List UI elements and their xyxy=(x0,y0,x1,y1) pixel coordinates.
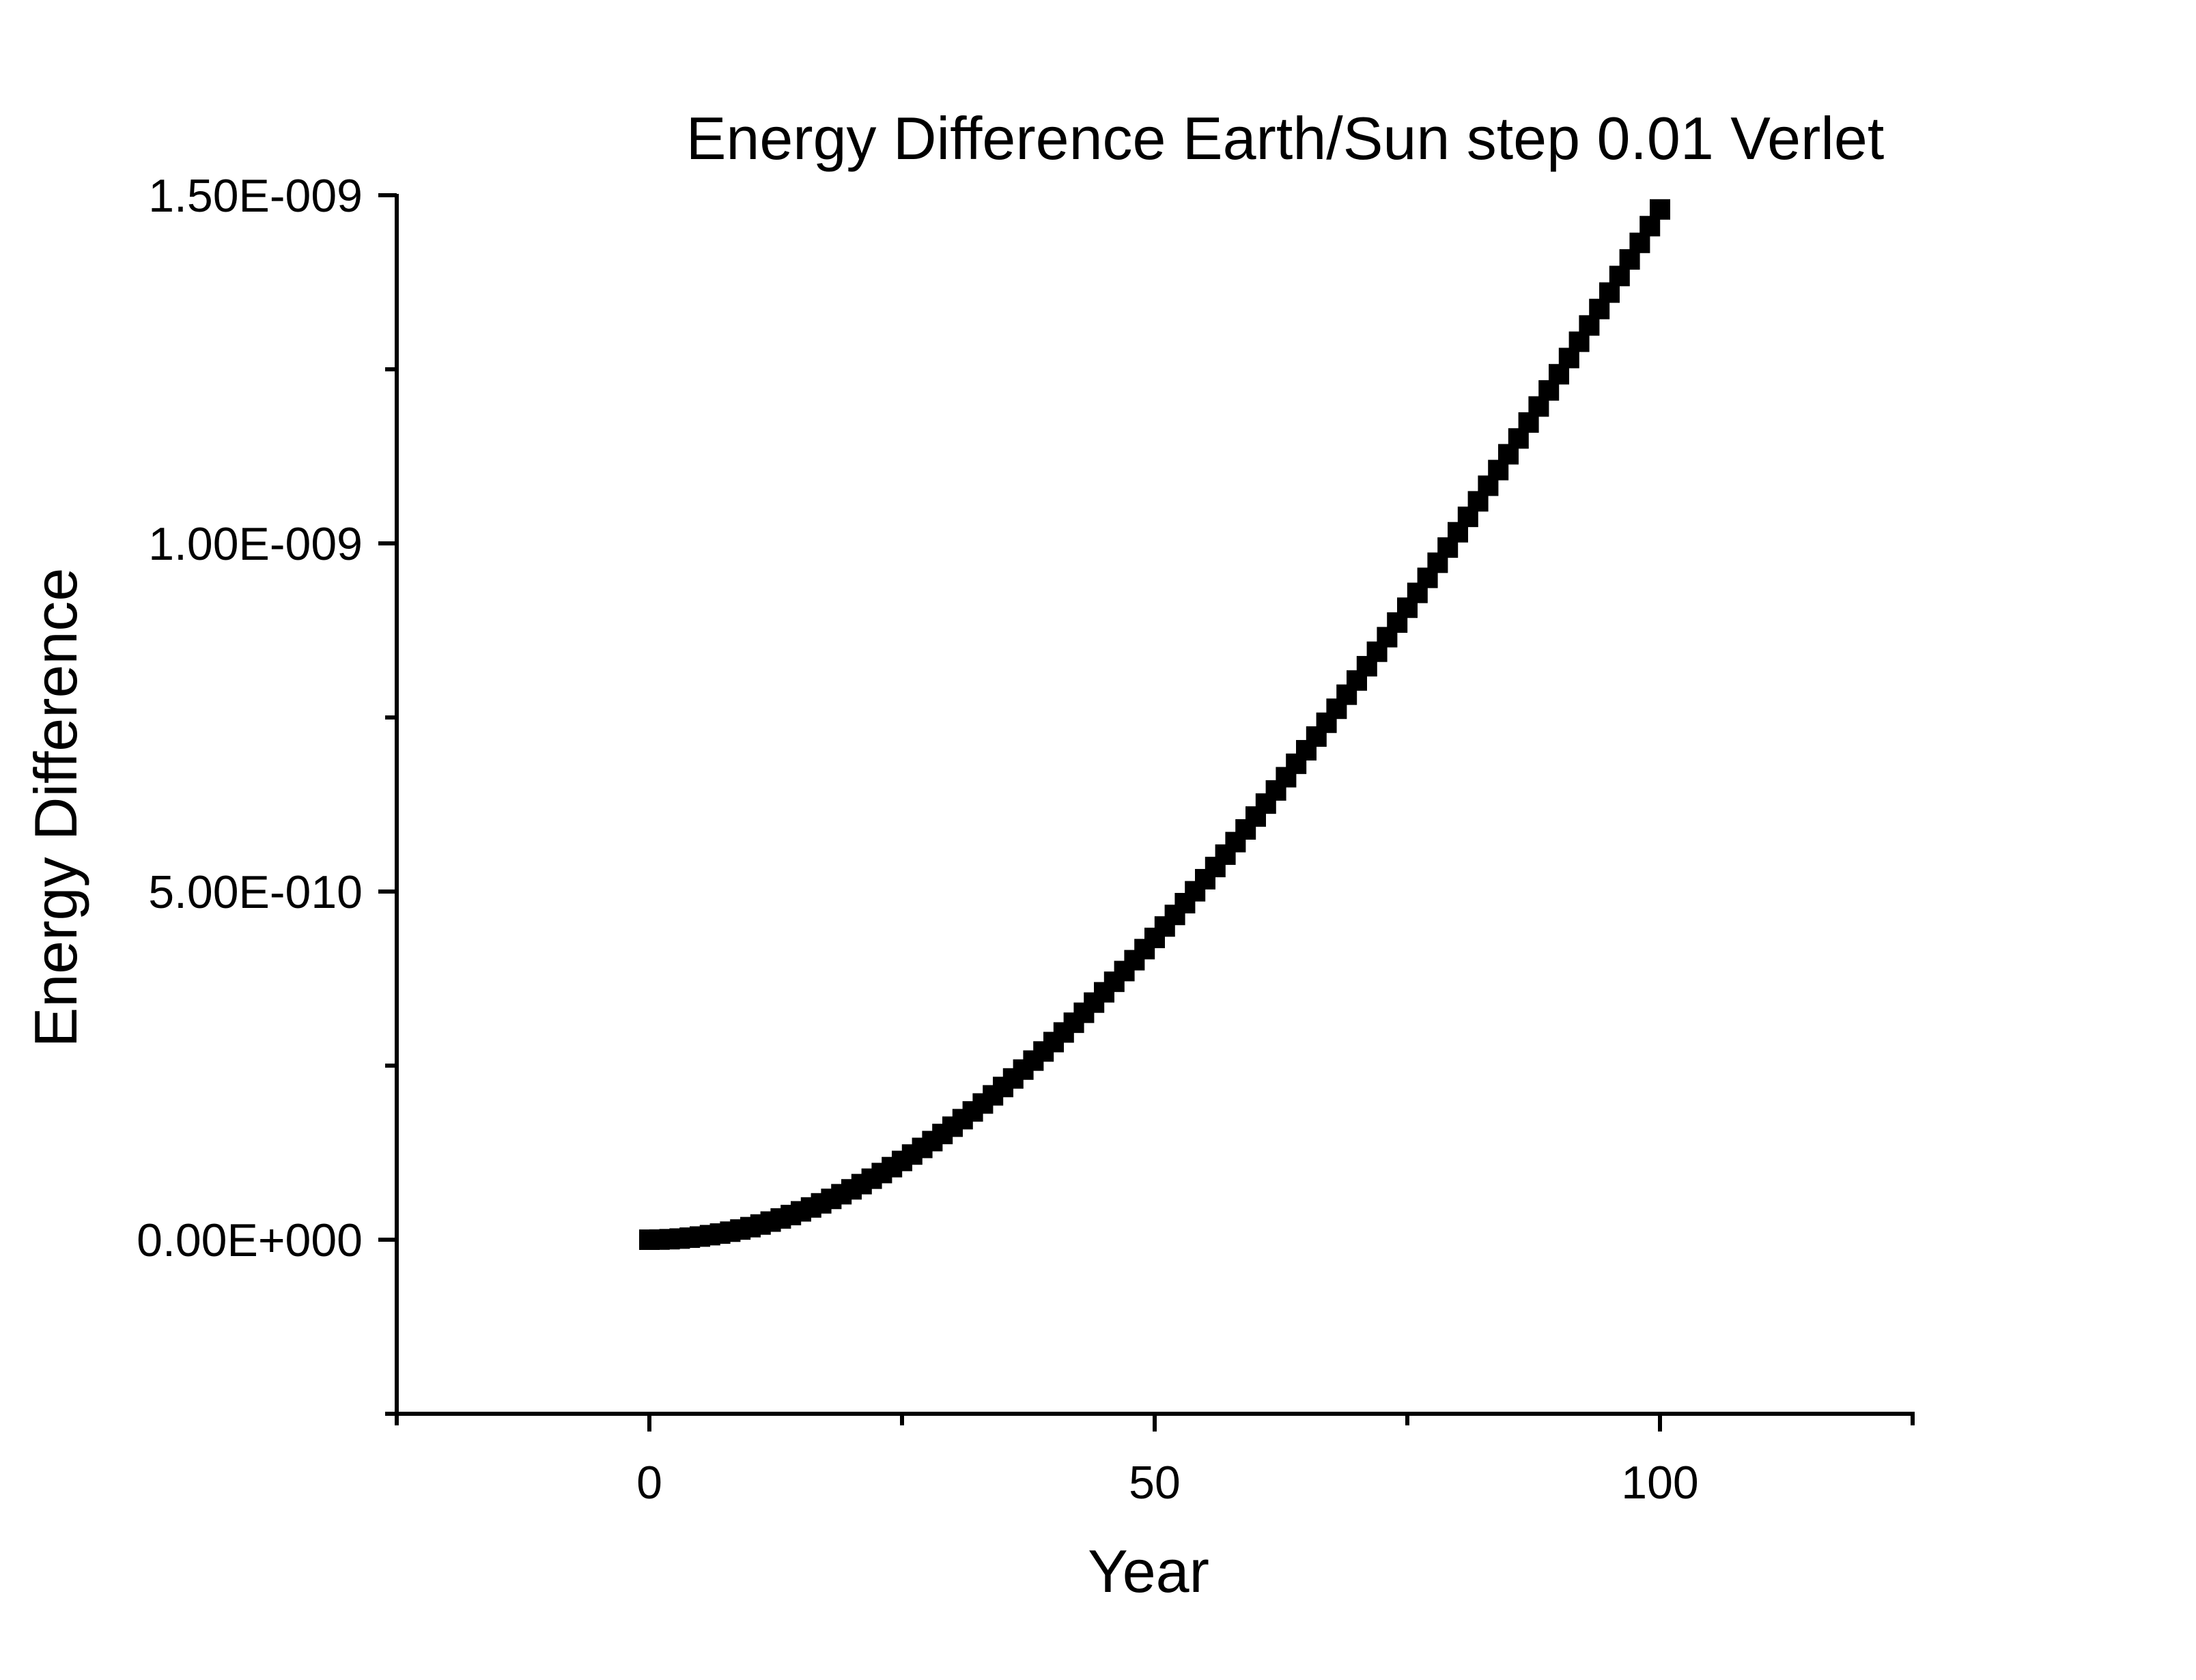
y-tick-label: 1.00E-009 xyxy=(148,518,363,570)
x-tick-label: 100 xyxy=(1621,1457,1698,1509)
y-axis-label: Energy Difference xyxy=(22,568,89,1048)
y-tick-label: 0.00E+000 xyxy=(137,1214,363,1266)
data-markers xyxy=(639,199,1670,1250)
chart-title: Energy Difference Earth/Sun step 0.01 Ve… xyxy=(686,104,1885,172)
x-tick-label: 0 xyxy=(636,1457,662,1509)
data-point xyxy=(1650,199,1670,220)
y-tick-label: 5.00E-010 xyxy=(148,866,363,918)
x-axis-label: Year xyxy=(1088,1537,1209,1605)
ticks-layer: 0 50 100 0.00E+000 5.00E-010 1.00E-009 1.50E-0… xyxy=(137,170,1915,1509)
y-tick-label: 1.50E-009 xyxy=(148,170,363,222)
x-tick-label: 50 xyxy=(1129,1457,1181,1509)
